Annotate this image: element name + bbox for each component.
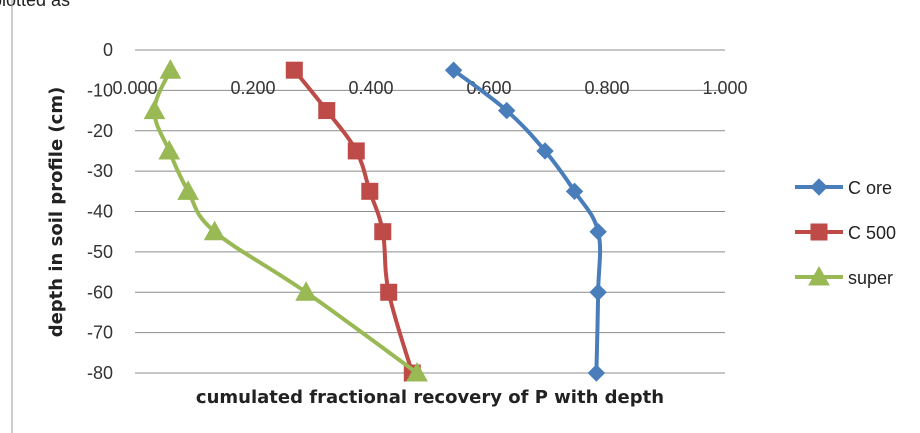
x-tick-label: 0.400 xyxy=(348,78,393,98)
y-tick-label: -10 xyxy=(87,80,113,100)
y-tick-label: -30 xyxy=(87,161,113,181)
y-axis-title: depth in soil profile (cm) xyxy=(46,87,67,338)
header-fragment: plotted as xyxy=(0,0,70,10)
legend-marker-c-500 xyxy=(810,223,828,241)
x-axis-tick-labels: 0.000 0.200 0.400 0.600 0.800 1.000 xyxy=(112,78,747,98)
x-tick-label: 1.000 xyxy=(702,78,747,98)
data-point-super xyxy=(177,180,199,200)
data-point-c-500 xyxy=(318,102,336,120)
data-point-c-500 xyxy=(361,182,379,200)
y-tick-label: -70 xyxy=(87,323,113,343)
data-point-c-ore xyxy=(587,364,606,382)
legend-label-c-ore: C ore xyxy=(848,178,892,198)
series-line-c-ore xyxy=(451,68,603,375)
series-c-500 xyxy=(285,61,421,382)
grid xyxy=(135,49,725,374)
legend: C ore C 500 super xyxy=(795,178,896,288)
series-c-ore xyxy=(444,61,607,382)
series-line-super xyxy=(152,68,420,375)
data-point-super xyxy=(406,361,428,382)
data-point-c-ore xyxy=(444,61,463,79)
data-point-c-500 xyxy=(347,142,365,160)
x-tick-label: 0.600 xyxy=(466,78,511,98)
legend-label-c-500: C 500 xyxy=(848,223,896,243)
series-super xyxy=(143,59,428,382)
data-point-super xyxy=(158,139,181,160)
legend-item-super: super xyxy=(795,265,893,288)
data-point-c-ore xyxy=(497,101,516,120)
data-point-super xyxy=(159,59,182,79)
data-point-c-ore xyxy=(589,283,607,301)
y-tick-label: -80 xyxy=(87,363,113,383)
x-tick-label: 0.800 xyxy=(584,78,629,98)
data-point-c-ore xyxy=(589,222,607,241)
x-axis-title: cumulated fractional recovery of P with … xyxy=(196,387,664,408)
legend-item-c-500: C 500 xyxy=(795,223,896,243)
series-layer xyxy=(143,59,607,382)
legend-item-c-ore: C ore xyxy=(795,178,892,198)
y-tick-label: -50 xyxy=(87,242,113,262)
y-tick-label: -20 xyxy=(87,121,113,141)
data-point-super xyxy=(295,281,317,301)
data-point-c-500 xyxy=(285,61,303,79)
data-point-c-ore xyxy=(536,142,554,160)
legend-marker-c-ore xyxy=(810,178,828,196)
data-point-super xyxy=(143,99,166,120)
y-tick-label: 0 xyxy=(103,40,113,60)
y-tick-label: -60 xyxy=(87,282,113,302)
data-point-c-ore xyxy=(565,182,584,201)
y-axis-tick-labels: 0 -10 -20 -30 -40 -50 -60 -70 -80 xyxy=(87,40,113,383)
x-tick-label: 0.000 xyxy=(112,78,157,98)
data-point-c-500 xyxy=(380,283,398,301)
y-tick-label: -40 xyxy=(87,202,113,222)
x-tick-label: 0.200 xyxy=(230,78,275,98)
legend-marker-super xyxy=(808,265,830,286)
legend-label-super: super xyxy=(848,268,893,288)
data-point-c-500 xyxy=(374,223,392,241)
data-point-super xyxy=(203,220,226,241)
